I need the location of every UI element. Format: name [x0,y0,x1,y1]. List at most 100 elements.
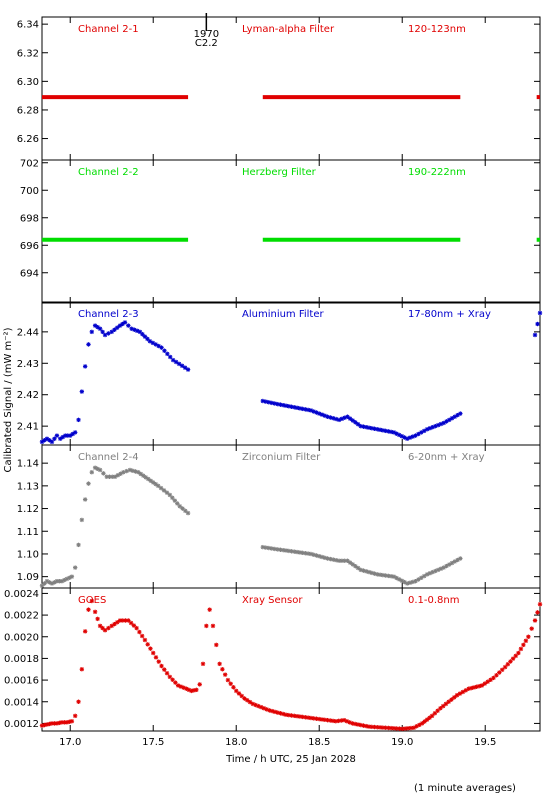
y-tick-label: 6.26 [17,134,39,145]
data-point [86,342,91,347]
data-points [39,310,543,445]
y-tick-label: 6.28 [17,105,39,116]
data-point [532,332,538,338]
data-point [355,565,361,571]
data-point [217,661,222,667]
data-point [185,367,191,372]
panel-label-filter: Zirconium Filter [242,452,321,463]
data-point [97,623,103,629]
data-point [297,406,303,411]
data-point [194,687,199,693]
x-tick-label: 17.5 [142,737,164,748]
panel-label-channel: Channel 2-2 [78,167,139,178]
data-point [355,722,361,727]
data-point [167,674,173,680]
data-point [386,725,391,731]
data-point [353,564,358,569]
y-tick-label: 1.10 [17,549,39,560]
panel-frame [41,159,541,304]
panel-label-band: 6-20nm + Xray [408,452,485,463]
data-point [516,650,521,656]
data-point [89,470,94,475]
data-point [231,685,236,690]
data-point [148,646,153,651]
data-point [355,422,361,427]
data-point [207,607,212,612]
y-tick-label: 1.13 [17,481,39,492]
data-point [460,689,466,695]
data-point [488,677,493,683]
data-point [358,722,363,728]
data-point [109,623,114,629]
data-point [49,439,55,445]
data-point [69,719,75,724]
data-point [137,629,142,635]
x-axis: 17.0 17.5 18.0 18.5 19.0 19.5 [59,737,496,748]
footnote: (1 minute averages) [414,783,516,794]
y-tick-label: 700 [20,186,39,197]
data-point [454,693,460,698]
data-point [153,481,158,487]
panel-frame [41,301,541,446]
data-point [458,556,463,561]
data-point [134,625,139,631]
data-point [369,426,374,431]
panel-channel-2-3: 2.41 2.42 2.43 2.44 Channel 2-3 Aluminium Fil… [17,301,543,446]
data-point [89,329,94,335]
data-point [89,598,94,604]
data-point [159,663,164,669]
panel-label-channel: Channel 2-3 [78,309,139,320]
data-point [176,361,182,367]
data-point [479,683,485,688]
data-point [236,691,242,696]
y-tick-label: 6.32 [17,48,39,59]
data-point [173,680,178,685]
panel-frame [41,587,541,732]
data-point [100,329,105,335]
data-point [361,723,366,728]
data-point [485,679,490,684]
data-point [458,411,463,416]
data-point [352,721,358,727]
data-point [383,573,388,578]
panel-label-filter: Aluminium Filter [242,309,325,320]
panel-label-band: 120-123nm [408,24,466,35]
panel-label-channel: Channel 2-1 [78,24,139,35]
data-point [518,646,524,652]
y-tick-label: 0.0022 [4,611,39,622]
y-tick-label: 698 [20,213,39,224]
data-point [179,363,185,368]
x-tick-label: 19.0 [391,737,413,748]
data-point [334,557,339,563]
data-point [350,721,355,726]
data-point [54,433,60,438]
data-point [168,354,173,360]
data-point [261,706,267,711]
data-point [305,551,311,556]
x-tick-label: 17.0 [59,737,81,748]
y-tick-label: 0.0014 [4,697,39,708]
data-points [39,465,463,588]
panel-channel-2-1: 6.26 6.28 6.30 6.32 6.34 Channel 2-1 Lyman-alp… [17,16,541,161]
y-tick-label: 0.0016 [4,676,39,687]
data-point [331,557,336,562]
data-point [112,621,117,627]
data-point [180,506,185,511]
data-point [521,642,526,648]
data-point [242,696,247,701]
y-tick-label: 1.09 [17,572,39,583]
x-tick-label: 18.5 [308,737,330,748]
y-tick-label: 0.0012 [4,719,39,730]
data-point [82,497,88,502]
data-point [121,470,126,475]
panel-frame [41,444,541,589]
data-point [164,671,170,676]
data-point [106,331,111,336]
y-tick-label: 0.0020 [4,632,39,643]
data-point [325,556,330,561]
data-point [162,348,167,353]
panel-label-filter: Xray Sensor [242,595,303,606]
data-point [537,310,543,316]
x-axis-label: Time / h UTC, 25 Jan 2028 [225,754,356,765]
